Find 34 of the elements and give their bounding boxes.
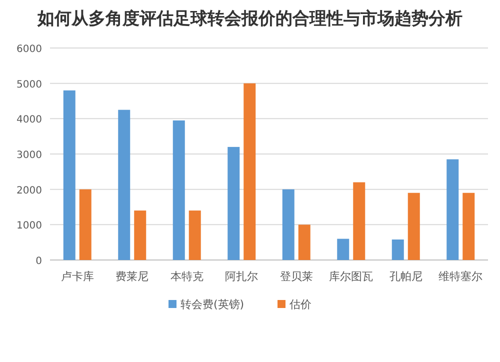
y-tick-label: 1000 xyxy=(16,220,42,232)
bar xyxy=(392,240,404,260)
x-tick-label: 本特克 xyxy=(170,270,204,283)
bar xyxy=(282,189,294,260)
x-tick-label: 维特塞尔 xyxy=(438,270,483,283)
bar xyxy=(408,192,420,260)
bar xyxy=(188,210,201,260)
bar xyxy=(298,224,310,260)
bar xyxy=(337,238,350,260)
y-tick-label: 0 xyxy=(36,256,42,267)
bar xyxy=(63,90,76,260)
chart-title: 如何从多角度评估足球转会报价的合理性与市场趋势分析 xyxy=(36,9,462,29)
x-tick-label: 费莱尼 xyxy=(116,270,149,283)
y-tick-label: 6000 xyxy=(16,44,42,55)
y-tick-label: 2000 xyxy=(16,185,42,196)
legend-label: 估价 xyxy=(290,298,312,311)
x-tick-label: 登贝莱 xyxy=(280,270,313,283)
bar xyxy=(353,182,366,260)
x-tick-label: 库尔图瓦 xyxy=(329,270,374,283)
bar xyxy=(462,192,475,260)
x-tick-label: 阿扎尔 xyxy=(225,270,258,283)
bar xyxy=(228,146,240,260)
bar xyxy=(79,189,92,260)
bar xyxy=(244,83,256,260)
y-tick-label: 5000 xyxy=(16,79,42,90)
bar xyxy=(118,110,130,260)
y-tick-label: 4000 xyxy=(16,114,42,126)
x-tick-label: 孔帕尼 xyxy=(389,270,422,283)
bar xyxy=(172,120,185,260)
bar xyxy=(134,210,146,260)
x-tick-label: 卢卡库 xyxy=(60,270,94,283)
bar xyxy=(446,159,459,260)
y-tick-label: 3000 xyxy=(16,150,42,161)
legend-label: 转会费(英镑) xyxy=(180,298,244,311)
